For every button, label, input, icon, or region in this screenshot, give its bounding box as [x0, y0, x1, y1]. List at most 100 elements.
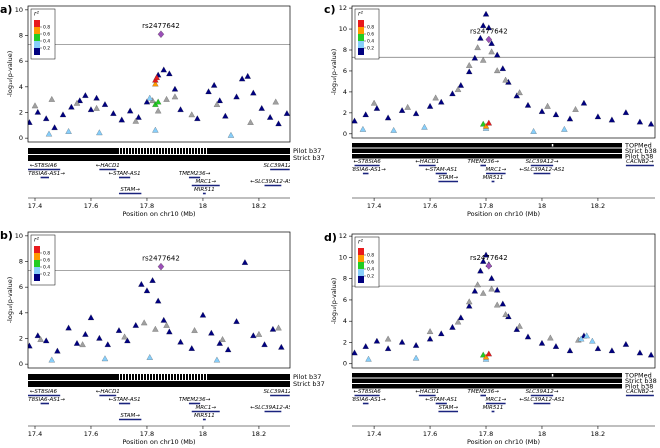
point [438, 98, 445, 105]
point [93, 105, 100, 111]
point [205, 88, 212, 95]
track-bar [352, 143, 622, 148]
point [485, 350, 492, 357]
point [398, 338, 406, 345]
legend-swatch [34, 27, 40, 34]
point [79, 341, 86, 348]
point [126, 107, 134, 114]
point [87, 314, 95, 321]
x-tick-label: 18.2 [591, 202, 605, 210]
legend-tick-label: 0.4 [43, 265, 50, 271]
x-tick-label: 18 [538, 202, 546, 210]
legend-tick-label: 0.2 [367, 274, 374, 280]
point [583, 332, 590, 339]
gene-label: STAM→ [120, 187, 140, 193]
gene-label: ←STAM-AS1 [108, 171, 140, 177]
point [132, 322, 139, 328]
point [454, 86, 462, 92]
point [194, 115, 201, 122]
y-tick-label: 0 [19, 134, 23, 142]
y-tick-label: 12 [339, 4, 347, 12]
point [566, 347, 574, 354]
point [191, 327, 198, 333]
point [622, 340, 630, 347]
track-label: Strict b37 [293, 154, 325, 162]
x-axis-label: Position on chr10 (Mb) [467, 210, 540, 218]
point [51, 124, 58, 130]
point [449, 323, 456, 330]
point [171, 85, 179, 92]
gene-label: TMEM236→ [179, 171, 211, 177]
gene-label: ←ST8SIA6 [30, 163, 58, 169]
x-axis-label: Position on chr10 (Mb) [467, 438, 540, 446]
legend-tick-label: 0.4 [367, 267, 374, 273]
point [28, 342, 33, 349]
point [513, 92, 520, 99]
point [494, 301, 501, 308]
track-label: Strict b38 [625, 147, 657, 155]
legend-tick-label: 0.2 [43, 272, 50, 278]
point [454, 318, 462, 325]
point [384, 345, 392, 351]
point [608, 116, 616, 123]
point [219, 336, 226, 342]
plot-frame [351, 5, 656, 139]
point [28, 119, 33, 125]
panel: c) 0 2 4 6 8 10 12 -log₁₀(p-value) rs2477642 r² 0.2… [324, 3, 657, 218]
legend-swatch [358, 20, 364, 27]
genes: ←ST8SIA6 ←HACD1 SLC39A12→ TMEM236→ ST8SIA6-A… [25, 163, 290, 195]
legend-swatch [358, 27, 364, 34]
point [278, 343, 285, 350]
point [140, 319, 148, 326]
point [438, 330, 445, 337]
x-tick-label: 17.8 [140, 430, 154, 438]
genes: ←ST8SIA6 ←HACD1 TMEM236→ SLC39A12→ CACNB2→ ST… [352, 159, 654, 183]
point [561, 126, 568, 132]
track-bar [352, 378, 622, 383]
point [404, 104, 411, 110]
legend-swatch [358, 276, 364, 283]
legend-tick-label: 0.8 [43, 25, 50, 31]
y-tick-label: 12 [339, 232, 347, 240]
point [474, 281, 481, 288]
point [152, 126, 159, 133]
legend-tick-label: 0.4 [43, 39, 50, 45]
point [68, 103, 75, 110]
legend-swatch [34, 20, 40, 27]
point [580, 99, 588, 106]
y-tick-label: 4 [19, 83, 23, 91]
point [513, 326, 520, 332]
point [241, 259, 249, 265]
gene-label: ST8SIA6-AS1→ [25, 171, 65, 177]
point [54, 347, 61, 354]
y-axis-label: -log₁₀(p-value) [6, 277, 14, 324]
track-bar [352, 148, 622, 153]
point [524, 333, 532, 340]
point [373, 105, 381, 111]
point [480, 22, 487, 29]
point [275, 324, 282, 331]
gene-label: STAM→ [439, 405, 459, 411]
point [538, 339, 546, 346]
point [238, 75, 246, 82]
point [118, 116, 125, 123]
point [104, 341, 111, 348]
track-bar [352, 154, 622, 159]
point [152, 80, 159, 87]
gene-label: ST8SIA6-AS1→ [346, 397, 386, 403]
point [390, 127, 397, 133]
track-bar [352, 384, 622, 389]
lead-label: rs2477642 [470, 254, 508, 262]
point [233, 93, 240, 100]
point [516, 322, 523, 329]
point [177, 106, 184, 113]
point [152, 325, 159, 332]
y-tick-label: 2 [19, 108, 23, 116]
point [426, 102, 434, 109]
legend-swatch [358, 48, 364, 55]
y-tick-label: 0 [19, 360, 23, 368]
track-label: Pilot b37 [293, 373, 321, 381]
point [37, 336, 44, 342]
legend-swatch [358, 262, 364, 269]
